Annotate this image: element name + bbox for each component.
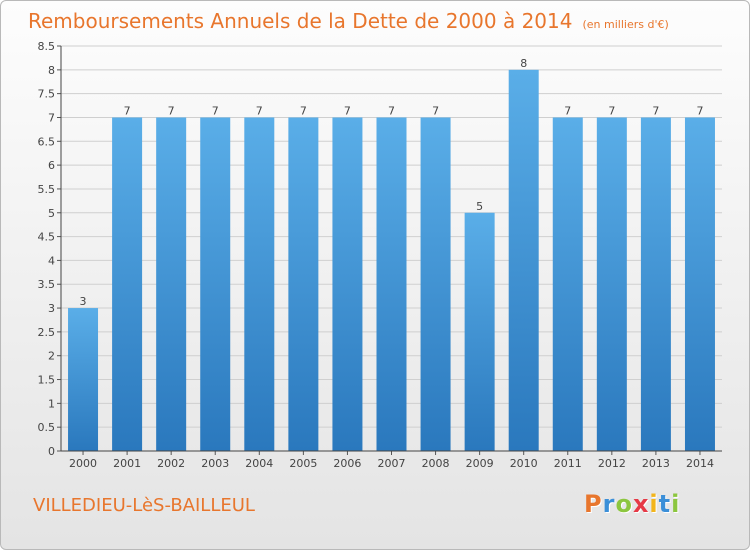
x-tick-label: 2011 [554, 457, 582, 470]
bar [288, 117, 319, 452]
data-label: 7 [652, 104, 659, 117]
data-label: 7 [256, 104, 263, 117]
bar [156, 117, 187, 452]
y-tick-label: 7.5 [38, 88, 56, 101]
y-tick-label: 7 [48, 111, 55, 124]
y-tick-label: 3.5 [38, 278, 56, 291]
y-tick-label: 1 [48, 397, 55, 410]
y-tick-label: 5 [48, 207, 55, 220]
bar [640, 117, 671, 452]
logo-letter: t [658, 490, 672, 518]
bars: 3 7 7 7 7 7 7 7 7 5 8 7 7 7 7 [68, 57, 715, 452]
y-tick-label: 8.5 [38, 40, 56, 53]
x-tick-label: 2001 [113, 457, 141, 470]
data-label: 8 [520, 57, 527, 70]
data-label: 7 [168, 104, 175, 117]
data-label: 7 [124, 104, 131, 117]
logo-letter: o [615, 490, 633, 518]
chart-title: Remboursements Annuels de la Dette de 20… [28, 9, 669, 33]
x-tick-label: 2009 [466, 457, 494, 470]
data-label: 7 [388, 104, 395, 117]
y-tick-label: 1.5 [38, 374, 56, 387]
y-tick-label: 4.5 [38, 231, 56, 244]
x-axis-ticks: 2000 2001 2002 2003 2004 2005 2006 2007 2008 2009… [69, 451, 714, 470]
bar [68, 308, 99, 451]
y-tick-label: 6 [48, 159, 55, 172]
x-tick-label: 2012 [598, 457, 626, 470]
x-tick-label: 2008 [422, 457, 450, 470]
x-tick-label: 2006 [333, 457, 361, 470]
y-tick-label: 2.5 [38, 326, 56, 339]
x-tick-label: 2007 [378, 457, 406, 470]
data-label: 7 [696, 104, 703, 117]
x-tick-label: 2013 [642, 457, 670, 470]
data-label: 7 [564, 104, 571, 117]
x-tick-label: 2010 [510, 457, 538, 470]
y-tick-label: 0.5 [38, 421, 56, 434]
y-tick-label: 3 [48, 302, 55, 315]
logo-letter: P [584, 490, 603, 518]
bar [684, 117, 715, 452]
x-tick-label: 2000 [69, 457, 97, 470]
bar [244, 117, 275, 452]
data-label: 3 [80, 295, 87, 308]
data-label: 7 [344, 104, 351, 117]
data-label: 7 [608, 104, 615, 117]
x-tick-label: 2003 [201, 457, 229, 470]
bar [596, 117, 627, 452]
data-label: 5 [476, 200, 483, 213]
data-label: 7 [212, 104, 219, 117]
bar [420, 117, 451, 452]
chart-title-text: Remboursements Annuels de la Dette de 20… [28, 9, 573, 33]
y-tick-label: 5.5 [38, 183, 56, 196]
y-tick-label: 2 [48, 350, 55, 363]
axes [60, 46, 722, 452]
bar [112, 117, 143, 452]
logo-letter: r [602, 490, 616, 518]
chart-subtitle: (en milliers d'€) [582, 18, 669, 31]
bar [376, 117, 407, 452]
logo-letter: x [632, 490, 650, 518]
logo-letter: i [671, 490, 681, 518]
logo-letter: i [649, 490, 659, 518]
y-axis-ticks: 0 0.5 1 1.5 2 2.5 3 3.5 4 4.5 5 5.5 6 6.5 7 7.5 8 8.5 [38, 40, 61, 458]
x-tick-label: 2014 [686, 457, 714, 470]
bar [508, 69, 539, 451]
x-tick-label: 2004 [245, 457, 273, 470]
bar [552, 117, 583, 452]
bar [332, 117, 363, 452]
y-tick-label: 6.5 [38, 135, 56, 148]
location-name: VILLEDIEU-LèS-BAILLEUL [33, 495, 255, 516]
bar [464, 212, 495, 451]
y-tick-label: 8 [48, 64, 55, 77]
y-tick-label: 4 [48, 254, 55, 267]
x-tick-label: 2005 [289, 457, 317, 470]
proxiti-logo[interactable]: Proxiti [584, 490, 680, 518]
x-tick-label: 2002 [157, 457, 185, 470]
y-tick-label: 0 [48, 445, 55, 458]
data-label: 7 [300, 104, 307, 117]
data-label: 7 [432, 104, 439, 117]
bar [200, 117, 231, 452]
